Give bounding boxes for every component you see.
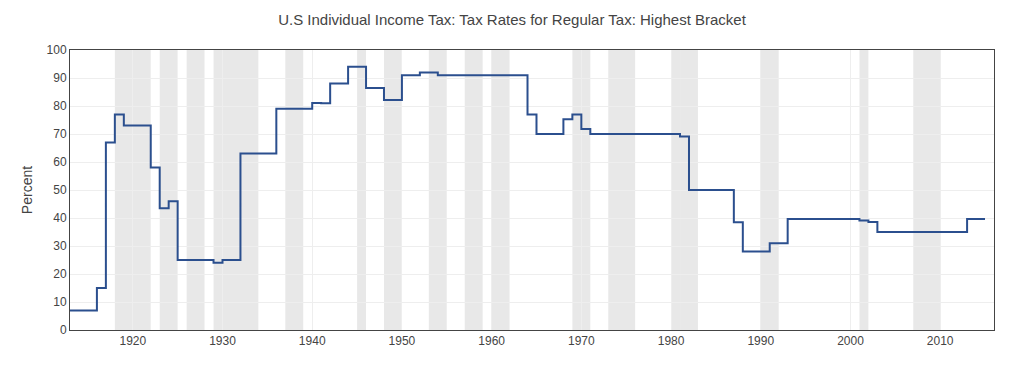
svg-text:1980: 1980 <box>658 334 685 348</box>
svg-text:70: 70 <box>53 127 67 141</box>
svg-text:20: 20 <box>53 267 67 281</box>
svg-text:1950: 1950 <box>389 334 416 348</box>
svg-text:1940: 1940 <box>299 334 326 348</box>
svg-text:1960: 1960 <box>478 334 505 348</box>
svg-text:50: 50 <box>53 183 67 197</box>
svg-text:10: 10 <box>53 295 67 309</box>
svg-text:U.S Individual Income Tax: Tax: U.S Individual Income Tax: Tax Rates for… <box>278 11 747 28</box>
svg-text:1970: 1970 <box>568 334 595 348</box>
svg-text:1990: 1990 <box>747 334 774 348</box>
svg-text:Percent: Percent <box>19 166 35 214</box>
svg-text:0: 0 <box>60 323 67 337</box>
svg-text:90: 90 <box>53 71 67 85</box>
svg-text:80: 80 <box>53 99 67 113</box>
svg-text:40: 40 <box>53 211 67 225</box>
svg-text:100: 100 <box>47 43 67 57</box>
svg-text:2010: 2010 <box>927 334 954 348</box>
svg-text:1930: 1930 <box>209 334 236 348</box>
svg-text:60: 60 <box>53 155 67 169</box>
svg-text:30: 30 <box>53 239 67 253</box>
svg-text:1920: 1920 <box>119 334 146 348</box>
svg-text:2000: 2000 <box>837 334 864 348</box>
